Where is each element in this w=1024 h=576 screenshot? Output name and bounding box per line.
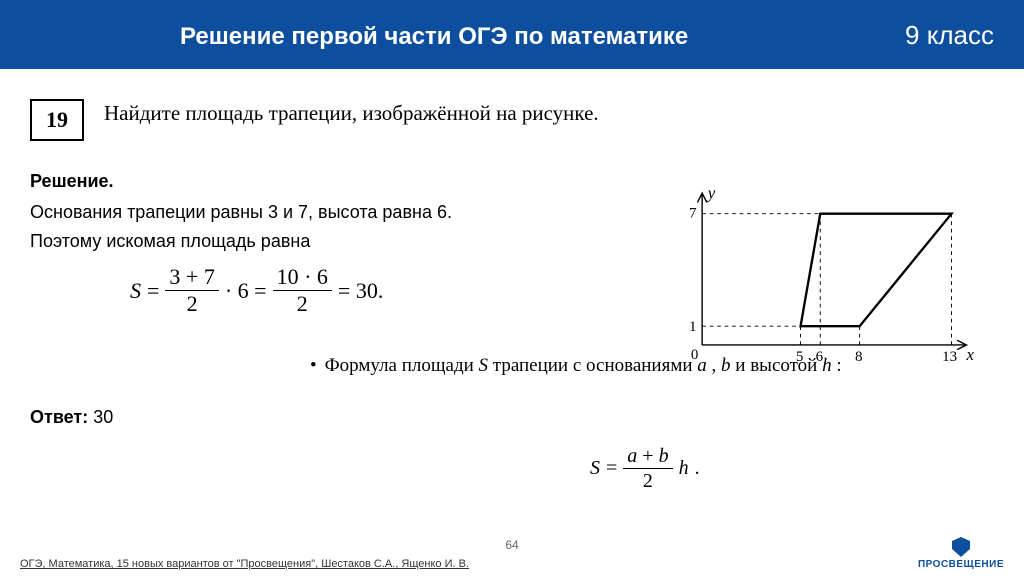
answer-block: Ответ: 30 [30,407,994,428]
formula-rhs: = 30. [338,278,383,304]
xtick-13: 13 [942,349,957,365]
solution-line-2: Поэтому искомая площадь равна [30,229,550,254]
general-formula: S = a + b 2 h . [590,446,994,491]
xtick-5: 5 [796,349,804,365]
formula-eq1: = [147,278,159,304]
ytick-1: 1 [689,319,697,335]
xtick-8: 8 [855,349,863,365]
footer-page: 64 [505,538,518,552]
slide-header: Решение первой части ОГЭ по математике 9… [0,0,1024,69]
gf-den: 2 [643,469,653,491]
problem-row: 19 Найдите площадь трапеции, изображённо… [30,99,994,141]
header-title: Решение первой части ОГЭ по математике [180,23,688,51]
solution-title: Решение. [30,171,550,192]
publisher-logo: ПРОСВЕЩЕНИЕ [918,537,1004,570]
gf-frac: a + b 2 [623,446,672,491]
frac2-den: 2 [297,291,308,315]
bullet: • [310,355,317,377]
trapezoid-shape [801,214,952,327]
solution-formula: S = 3 + 7 2 · 6 = 10 · 6 2 = 30. [130,266,550,315]
problem-number-box: 19 [30,99,84,141]
answer-label: Ответ: [30,407,88,427]
x-label: x [966,345,975,364]
frac1-num: 3 + 7 [165,266,218,291]
logo-text: ПРОСВЕЩЕНИЕ [918,559,1004,570]
formula-lhs: S [130,278,141,304]
gf-h: h [679,457,689,480]
gf-num: a + b [623,446,672,469]
content-area: 19 Найдите площадь трапеции, изображённо… [0,69,1024,501]
y-label: y [706,184,716,203]
frac1-den: 2 [187,291,198,315]
solution-block: Решение. Основания трапеции равны 3 и 7,… [30,171,550,315]
ytick-7: 7 [689,205,697,221]
shield-icon [952,537,970,557]
gf-lhs: S [590,457,600,480]
header-grade: 9 класс [905,20,994,51]
footer: ОГЭ, Математика, 15 новых вариантов от "… [0,537,1024,570]
problem-text: Найдите площадь трапеции, изображённой н… [104,99,599,128]
answer-value: 30 [93,407,113,427]
xtick-6: 6 [816,349,824,365]
footer-citation: ОГЭ, Математика, 15 новых вариантов от "… [20,558,469,570]
formula-frac-2: 10 · 6 2 [273,266,332,315]
xtick-0: 0 [691,347,699,363]
formula-mult1: · 6 = [225,278,267,304]
gf-eq: = [606,457,617,480]
trapezoid-graph: 7 1 0 5 6 8 13 x y [674,179,974,389]
formula-frac-1: 3 + 7 2 [165,266,218,315]
gf-dot: . [695,457,700,480]
frac2-num: 10 · 6 [273,266,332,291]
solution-line-1: Основания трапеции равны 3 и 7, высота р… [30,200,550,225]
